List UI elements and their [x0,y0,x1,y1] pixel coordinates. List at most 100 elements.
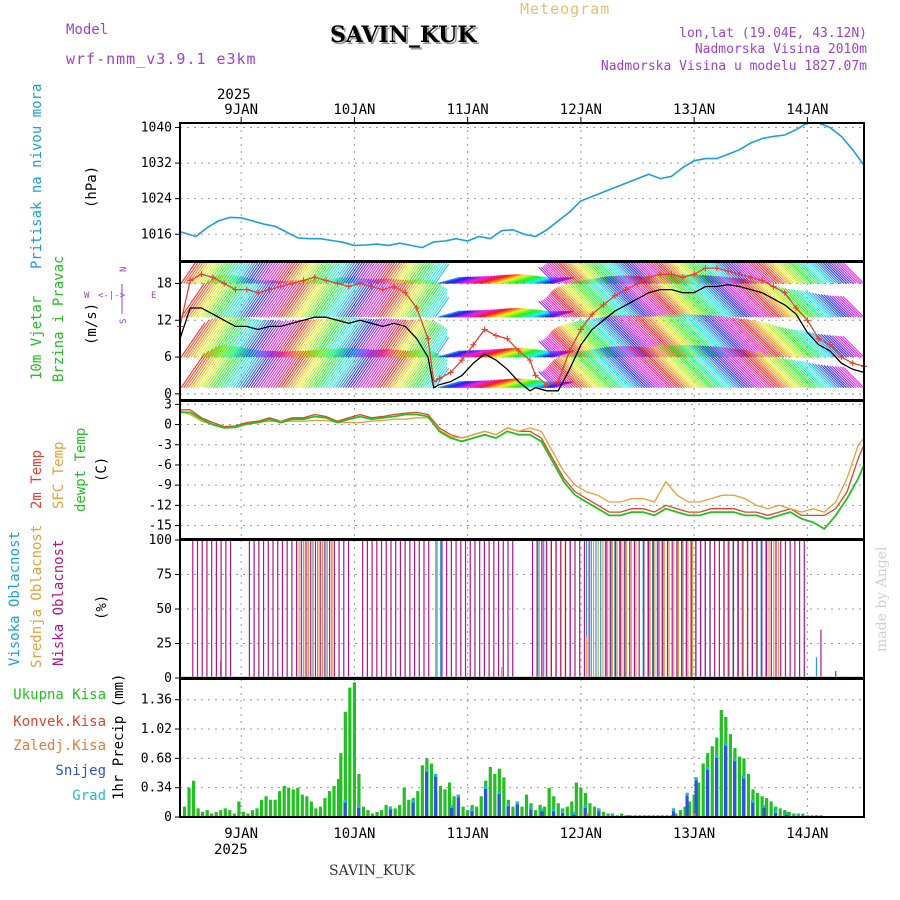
wind-barb [829,334,852,358]
wind-barb [837,262,860,284]
wind-barb [538,371,556,389]
wind-barb [285,319,312,358]
precip-ylabel: 1hr Precip (mm) [111,674,127,800]
y-tick-label: 25 [156,637,172,652]
wind-barb [394,262,411,284]
wind-barb [793,289,822,318]
wind-barb [467,379,496,389]
wind-gust-marker [793,305,800,311]
precip-total-bar [219,810,223,817]
wind-barb [517,349,542,358]
wind-barb [387,279,415,318]
wind-barb [522,380,546,389]
wind-barb [645,346,688,389]
wind-barb [235,262,252,284]
wind-barb [394,279,422,318]
precip-snow-bar [434,773,438,817]
precip-hail-cap [456,794,460,798]
wind-barb [252,262,269,284]
y-tick-label: -12 [149,498,172,513]
wind-barb [347,262,364,284]
y-tick-label: 3 [164,397,172,412]
wind-barb [360,262,376,284]
wind-barb [267,262,284,284]
compass-arrow: <-|-> [98,291,126,301]
wind-barb [220,317,249,358]
wind-barb [407,280,434,318]
wind-barb [824,262,847,284]
wind-barb [457,309,483,318]
wind-barb [757,280,795,318]
precip-total-bar [309,801,313,817]
wind-barb [198,314,229,358]
precip-snow-bar [449,804,454,817]
wind-barb [787,328,817,358]
wind-barb [240,350,267,389]
wind-gust-marker [815,335,822,342]
wind-gust-marker [657,271,664,278]
wind-barb [784,262,807,284]
wind-barb [230,349,258,389]
wind-gust-marker [827,341,834,348]
wind-barb [556,357,588,389]
precip-legend-item: Ukupna Kisa [13,687,106,703]
wind-barb [784,358,815,389]
wind-barb [612,346,655,389]
wind-barb [447,310,472,318]
wind-barb [817,293,842,318]
watermark: made by Angel [874,546,890,652]
wind-barb [305,262,322,284]
wind-barb [462,275,489,284]
wind-barb [609,262,633,284]
precip-snow-bar [694,777,698,817]
wind-barb [666,274,710,318]
wind-barb [527,350,550,358]
wind-barb [740,348,780,389]
wind-barb [743,318,782,358]
wind-barb [337,318,366,358]
wind-barb [285,350,312,389]
wind-barb [270,262,287,284]
wind-barb [509,349,537,358]
wind-barb [512,309,539,318]
wind-barb [799,290,827,318]
precip-total-bar [783,810,787,817]
wind-barb [572,352,608,389]
wind-barb [709,345,753,389]
y-tick-label: 18 [156,276,172,291]
wind-barb [340,318,368,358]
precip-hail-cap [434,773,438,777]
wind-barb [568,283,603,318]
wind-barb [829,295,852,318]
wind-barb [494,378,527,389]
wind-barb [419,262,436,284]
wind-gust-marker [668,271,675,278]
wind-barb [603,276,645,318]
wind-barb [213,276,242,318]
y-tick-label: 1.36 [141,693,172,708]
wind-barb [712,275,755,318]
precip-total-bar [443,789,447,817]
y-tick-label: 0.68 [141,751,172,766]
wind-barb [538,300,556,318]
y-tick-label: 75 [156,568,172,583]
precip-total-bar [556,803,560,817]
precip-total-bar [746,773,751,817]
wind-barb [407,320,434,358]
precip-snow-bar [714,754,719,817]
wind-barb [213,262,229,284]
precip-snow-bar [497,791,501,817]
wind-barb [545,337,566,358]
wind-barb [218,262,234,284]
top-day-label: 10JAN [333,102,375,118]
wind-barb [337,348,366,389]
wind-barb [524,350,548,358]
wind-barb [223,278,251,318]
wind-barb [671,344,715,389]
wind-barb [362,348,390,389]
wind-barb [802,361,830,389]
wind-barb [608,275,650,318]
wind-barb [469,379,499,389]
precip-total-bar [488,766,492,817]
wind-barb [350,349,378,389]
